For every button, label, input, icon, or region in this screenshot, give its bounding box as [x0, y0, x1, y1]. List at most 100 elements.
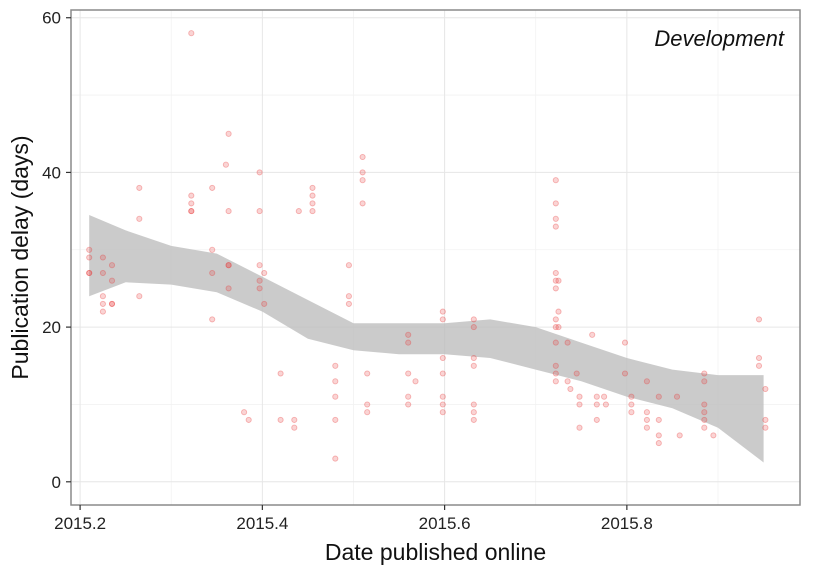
data-point	[359, 200, 366, 207]
data-point	[621, 370, 629, 377]
data-point	[552, 316, 559, 323]
data-point	[188, 208, 195, 215]
x-tick-label: 2015.6	[419, 514, 471, 533]
data-point	[701, 401, 708, 408]
data-points	[86, 30, 769, 462]
data-point	[655, 440, 662, 447]
data-point	[576, 401, 583, 408]
data-point	[277, 416, 284, 423]
data-point	[439, 316, 446, 323]
data-point	[762, 385, 769, 393]
data-point	[439, 409, 446, 416]
data-point	[439, 370, 446, 377]
data-point	[655, 393, 662, 400]
panel-border	[70, 9, 801, 506]
data-point	[108, 262, 116, 269]
y-tick-label: 60	[42, 9, 61, 28]
data-point	[470, 324, 477, 331]
data-point	[470, 354, 477, 362]
data-point	[552, 215, 559, 222]
data-point	[225, 208, 232, 215]
data-point	[256, 208, 263, 215]
data-point	[470, 316, 477, 323]
data-point	[225, 262, 232, 269]
data-point	[405, 331, 412, 338]
axes: 2015.2 2015.4 2015.6 2015.8 0 20 40 60	[42, 9, 653, 533]
data-point	[136, 184, 143, 191]
data-point	[86, 269, 93, 277]
data-point	[136, 215, 143, 222]
data-point	[552, 269, 559, 277]
data-point	[256, 285, 263, 292]
data-point	[309, 184, 316, 191]
data-point	[628, 409, 635, 416]
data-point	[222, 161, 229, 168]
data-point	[332, 416, 339, 423]
data-point	[555, 308, 562, 315]
data-point	[225, 262, 232, 269]
data-point	[576, 424, 583, 431]
data-point	[99, 293, 106, 300]
data-point	[643, 424, 650, 431]
data-point	[405, 339, 412, 346]
data-point	[755, 316, 763, 323]
data-point	[628, 401, 635, 408]
data-point	[552, 324, 559, 331]
data-point	[332, 455, 339, 462]
data-point	[564, 339, 571, 346]
data-point	[601, 393, 608, 400]
data-point	[552, 378, 559, 385]
data-point	[552, 277, 559, 284]
data-point	[261, 300, 268, 307]
data-point	[245, 416, 252, 423]
data-point	[701, 424, 708, 431]
data-point	[439, 393, 446, 400]
data-point	[593, 393, 600, 400]
data-point	[309, 200, 316, 207]
data-point	[136, 293, 143, 300]
data-point	[470, 401, 477, 408]
data-point	[643, 378, 650, 385]
data-point	[755, 354, 763, 362]
data-point	[673, 393, 681, 400]
data-point	[364, 370, 371, 377]
data-point	[86, 254, 93, 261]
x-tick-label: 2015.8	[601, 514, 653, 533]
x-tick-label: 2015.4	[236, 514, 288, 533]
data-point	[762, 416, 769, 423]
data-point	[277, 370, 284, 377]
data-point	[86, 269, 93, 277]
data-point	[256, 169, 263, 176]
data-point	[332, 393, 339, 400]
panel-label: Development	[654, 26, 785, 51]
data-point	[655, 416, 662, 423]
data-point	[602, 401, 609, 408]
data-point	[108, 300, 116, 307]
data-point	[209, 269, 216, 277]
data-point	[589, 331, 596, 338]
data-point	[241, 409, 248, 416]
data-point	[470, 416, 477, 423]
data-point	[552, 177, 559, 184]
data-point	[209, 246, 216, 253]
data-point	[291, 424, 298, 431]
data-point	[108, 300, 116, 307]
data-point	[405, 370, 412, 377]
y-axis-title: Publication delay (days)	[7, 135, 33, 379]
data-point	[405, 393, 412, 400]
data-point	[225, 130, 232, 137]
data-point	[621, 339, 629, 346]
data-point	[209, 184, 216, 191]
data-point	[470, 362, 477, 369]
data-point	[99, 269, 106, 277]
data-point	[359, 177, 366, 184]
data-point	[552, 223, 559, 230]
data-point	[256, 262, 263, 269]
data-point	[701, 409, 708, 416]
data-point	[439, 401, 446, 408]
data-point	[359, 153, 366, 161]
data-point	[345, 293, 352, 300]
data-point	[573, 370, 580, 377]
data-point	[309, 192, 316, 199]
